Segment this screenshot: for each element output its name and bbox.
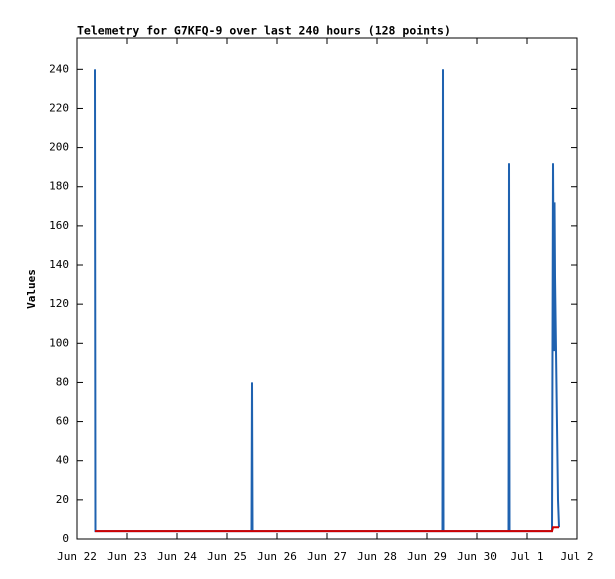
y-tick-label: 120: [49, 297, 69, 310]
chart-title: Telemetry for G7KFQ-9 over last 240 hour…: [77, 24, 451, 38]
y-tick-label: 0: [62, 532, 69, 545]
x-tick-label: Jun 24: [157, 550, 197, 563]
x-tick-label: Jun 27: [307, 550, 347, 563]
x-tick-label: Jun 26: [257, 550, 297, 563]
y-tick-label: 240: [49, 62, 69, 75]
y-tick-label: 200: [49, 141, 69, 154]
series-line: [95, 526, 559, 533]
y-axis-label: Values: [25, 269, 38, 309]
x-tick-label: Jun 30: [457, 550, 497, 563]
series-line: [94, 69, 560, 533]
y-tick-label: 140: [49, 258, 69, 271]
x-tick-label: Jun 29: [407, 550, 447, 563]
y-tick-label: 180: [49, 180, 69, 193]
y-tick-label: 80: [56, 375, 69, 388]
y-tick-label: 20: [56, 493, 69, 506]
x-tick-label: Jun 22: [57, 550, 97, 563]
x-tick-label: Jun 25: [207, 550, 247, 563]
x-tick-label: Jun 28: [357, 550, 397, 563]
x-tick-label: Jul 2: [560, 550, 593, 563]
y-tick-label: 40: [56, 454, 69, 467]
y-tick-label: 160: [49, 219, 69, 232]
x-tick-label: Jul 1: [510, 550, 543, 563]
y-tick-label: 220: [49, 101, 69, 114]
y-tick-label: 60: [56, 415, 69, 428]
y-tick-label: 100: [49, 336, 69, 349]
x-tick-label: Jun 23: [107, 550, 147, 563]
